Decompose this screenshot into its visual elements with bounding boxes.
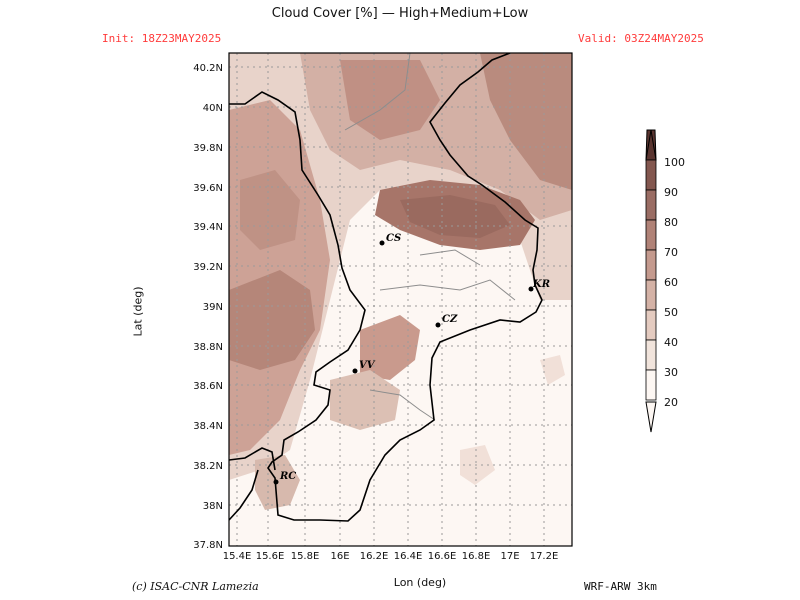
lat-tick: 39.6N xyxy=(193,183,223,194)
lon-tick: 16E xyxy=(330,551,349,562)
colorbar-step xyxy=(645,309,657,341)
lat-tick: 40N xyxy=(203,103,223,114)
colorbar-label: 40 xyxy=(664,336,678,349)
city-dot-cs xyxy=(379,240,385,246)
city-dot-cz xyxy=(435,322,441,328)
city-label-cs: CS xyxy=(386,233,401,244)
city-dot-kr xyxy=(528,286,534,292)
coastline xyxy=(229,53,543,522)
city-dot-vv xyxy=(352,368,358,374)
lon-tick: 17.2E xyxy=(530,551,559,562)
init-time: Init: 18Z23MAY2025 xyxy=(102,32,222,45)
chart-title: Cloud Cover [%] — High+Medium+Low xyxy=(271,6,529,21)
lon-tick: 15.4E xyxy=(223,551,252,562)
lat-tick: 39.2N xyxy=(193,262,223,273)
lat-tick: 38.2N xyxy=(193,461,223,472)
colorbar-step xyxy=(645,159,657,191)
colorbar-label: 30 xyxy=(664,366,678,379)
lon-tick: 16.2E xyxy=(360,551,389,562)
colorbar-step xyxy=(645,339,657,371)
map-grid xyxy=(229,53,572,546)
colorbar-label: 80 xyxy=(664,216,678,229)
colorbar-bottom-arrow xyxy=(645,401,657,433)
colorbar-step xyxy=(645,249,657,281)
colorbar-label: 90 xyxy=(664,186,678,199)
lon-tick: 15.6E xyxy=(256,551,285,562)
lon-tick: 16.4E xyxy=(394,551,423,562)
x-axis-label: Lon (deg) xyxy=(393,576,447,589)
lon-tick: 15.8E xyxy=(291,551,320,562)
colorbar-label: 50 xyxy=(664,306,678,319)
colorbar-label: 20 xyxy=(664,396,678,409)
lon-tick: 16.8E xyxy=(462,551,491,562)
colorbar-step xyxy=(645,189,657,221)
city-label-rc: RC xyxy=(279,471,296,482)
lat-tick: 38N xyxy=(203,501,223,512)
cloud-fields xyxy=(229,53,572,510)
colorbar: 100 90 80 70 60 50 40 30 20 xyxy=(645,129,685,433)
lon-tick: 17E xyxy=(500,551,519,562)
lat-tick: 39.4N xyxy=(193,222,223,233)
lat-tick: 38.8N xyxy=(193,342,223,353)
city-dot-rc xyxy=(273,479,279,485)
city-label-vv: VV xyxy=(359,360,376,371)
lat-tick: 38.6N xyxy=(193,381,223,392)
city-label-kr: KR xyxy=(532,279,550,290)
lat-tick: 39N xyxy=(203,302,223,313)
lat-tick: 40.2N xyxy=(193,63,223,74)
credit-text: (c) ISAC-CNR Lamezia xyxy=(132,580,259,593)
colorbar-step xyxy=(645,219,657,251)
valid-time: Valid: 03Z24MAY2025 xyxy=(578,32,704,45)
lat-tick: 37.8N xyxy=(193,540,223,551)
colorbar-step xyxy=(645,369,657,401)
colorbar-step xyxy=(645,279,657,311)
province-borders xyxy=(344,53,516,421)
lat-tick: 39.8N xyxy=(193,143,223,154)
city-label-cz: CZ xyxy=(442,314,458,325)
model-text: WRF-ARW 3km xyxy=(584,580,657,593)
colorbar-label: 60 xyxy=(664,276,678,289)
colorbar-label: 100 xyxy=(664,156,685,169)
map-frame xyxy=(228,52,573,547)
lon-axis: 15.4E 15.6E 15.8E 16E 16.2E 16.4E 16.6E … xyxy=(223,551,559,562)
lat-tick: 38.4N xyxy=(193,421,223,432)
city-markers: CS KR CZ VV RC xyxy=(273,233,550,485)
y-axis-label: Lat (deg) xyxy=(131,286,145,337)
lon-tick: 16.6E xyxy=(428,551,457,562)
lat-axis: 40.2N 40N 39.8N 39.6N 39.4N 39.2N 39N 38… xyxy=(193,63,223,551)
colorbar-label: 70 xyxy=(664,246,678,259)
